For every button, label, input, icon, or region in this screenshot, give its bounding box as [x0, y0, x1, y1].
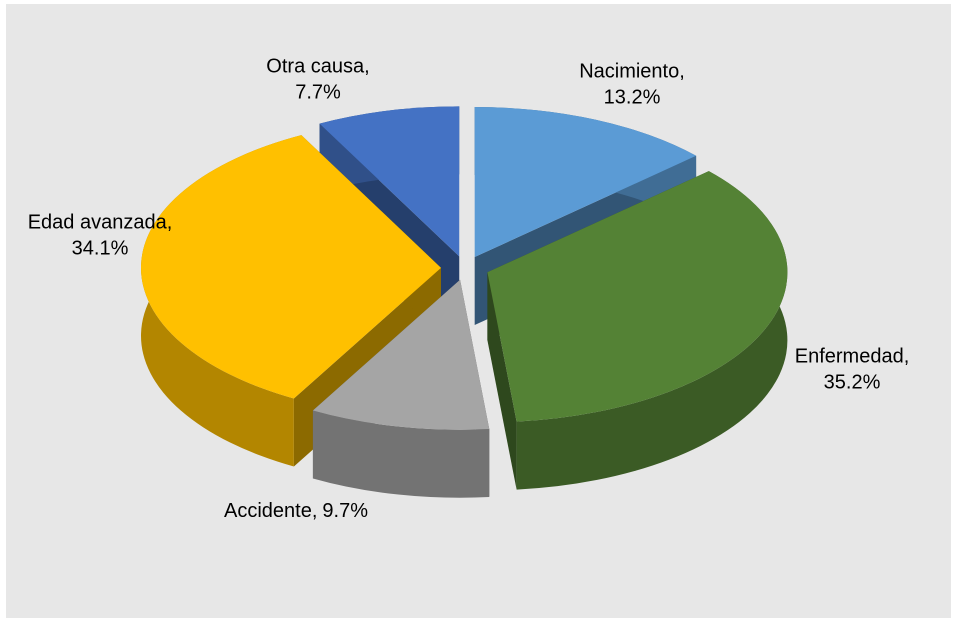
label-value: 9.7%: [322, 500, 368, 522]
slice-outer-wall: [312, 410, 490, 498]
label-value: 34.1%: [72, 237, 129, 259]
slice-top: [474, 107, 697, 258]
slice-top: [487, 171, 788, 422]
slice-top: [141, 135, 442, 399]
label-category: Enfermedad,: [795, 345, 910, 367]
pie-slice: [487, 171, 788, 490]
label-value: 7.7%: [295, 81, 341, 103]
pie-slice: [141, 135, 442, 467]
label-category: Accidente,: [224, 500, 317, 522]
label-category: Otra causa,: [266, 55, 369, 77]
label-value: 35.2%: [824, 371, 881, 393]
data-label: Accidente, 9.7%: [224, 500, 368, 522]
label-category: Nacimiento,: [579, 60, 685, 82]
label-value: 13.2%: [604, 86, 661, 108]
pie-slice: [312, 279, 490, 498]
slice-top: [312, 279, 490, 430]
slice-top: [319, 106, 460, 257]
slice-radial-wall: [487, 272, 517, 490]
slice-outer-wall: [516, 171, 788, 490]
label-category: Edad avanzada,: [28, 211, 173, 233]
